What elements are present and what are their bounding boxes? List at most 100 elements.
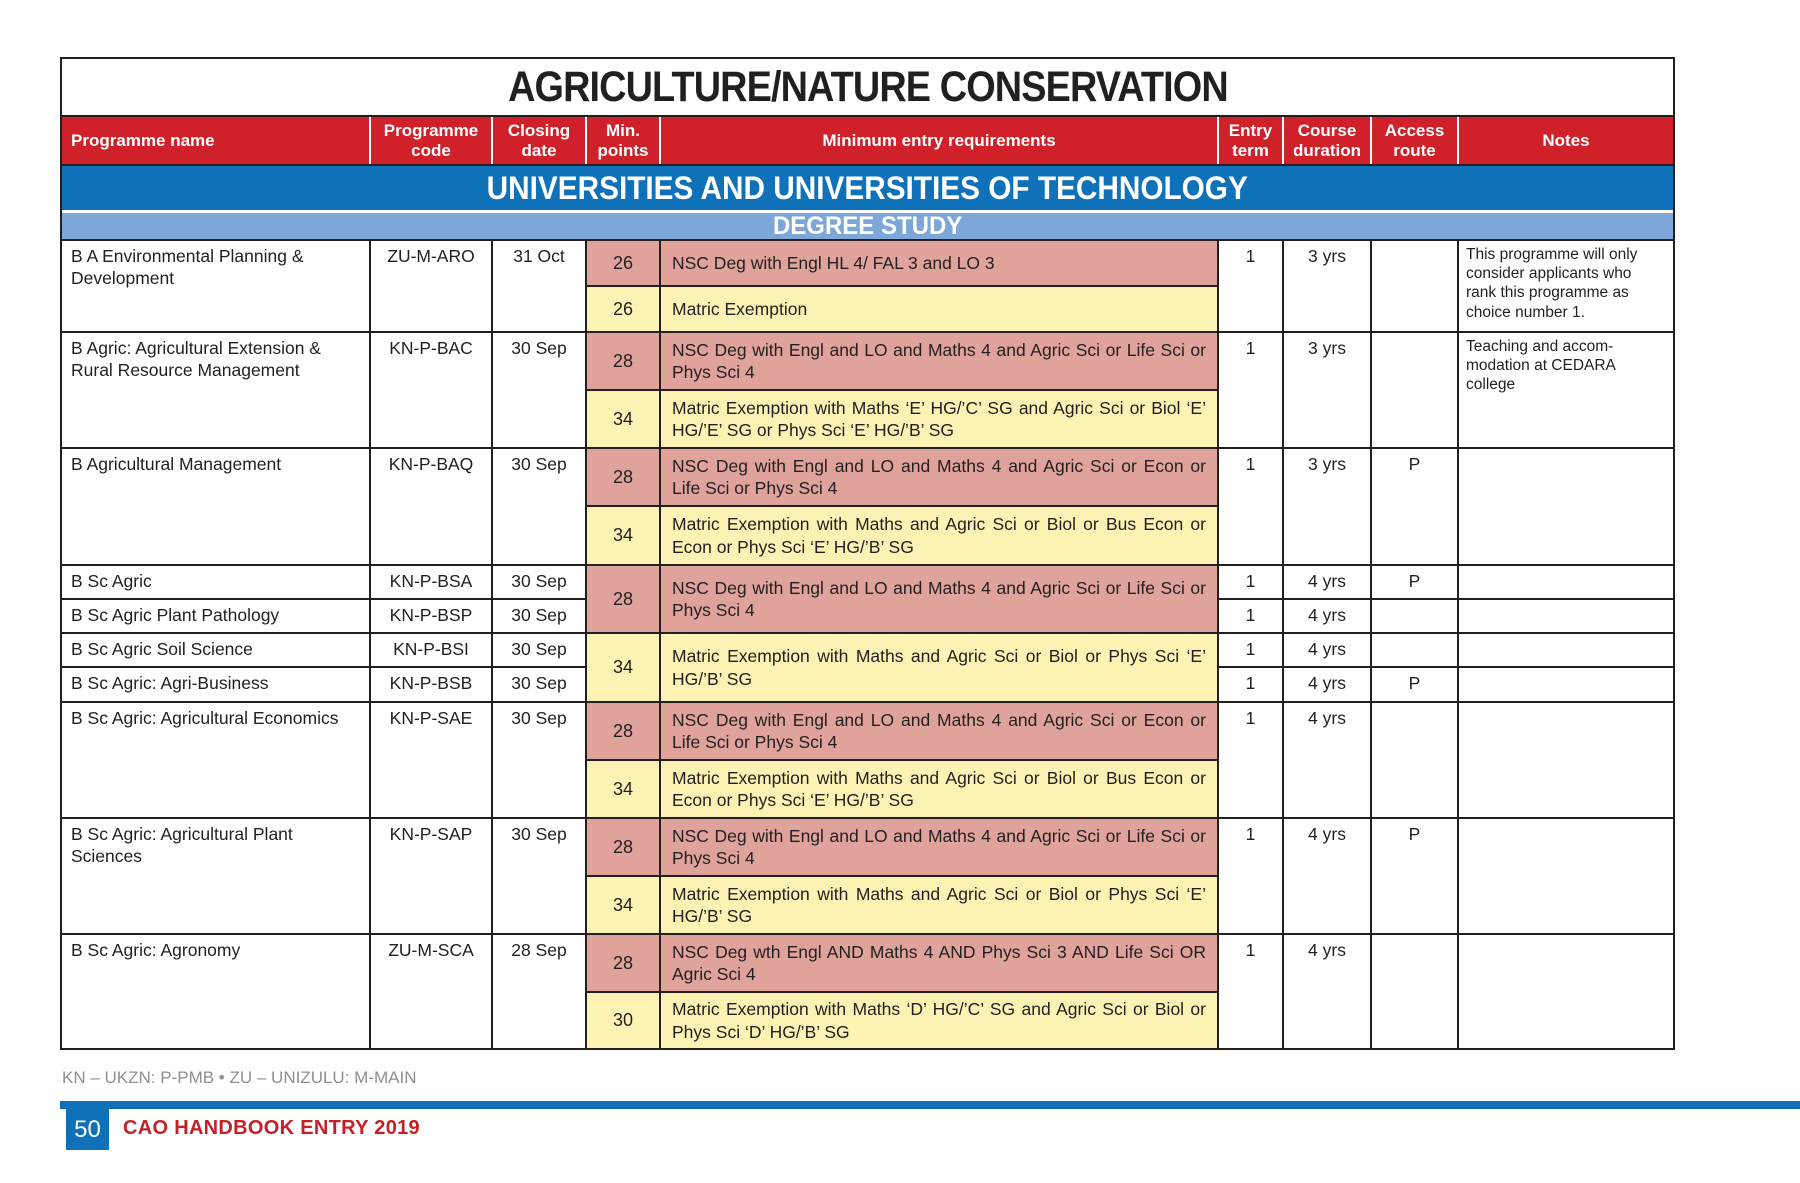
column-header-requirements: Minimum entry requirements [661, 117, 1217, 164]
course-duration-cell: 4 yrs [1284, 634, 1370, 666]
access-route-cell: P [1372, 668, 1457, 701]
requirement-cell: Matric Exemption with Maths and Agric Sc… [661, 507, 1217, 564]
requirement-cell: NSC Deg with Engl HL 4/ FAL 3 and LO 3 [661, 241, 1217, 285]
subsection-banner: DEGREE STUDY [62, 211, 1673, 241]
closing-date-cell: 30 Sep [493, 566, 585, 598]
requirement-text: Matric Exemption with Maths ‘D’ HG/’C’ S… [672, 999, 1206, 1042]
column-header-access-route: Access route [1372, 117, 1457, 164]
notes-cell [1459, 668, 1673, 701]
section-banner: UNIVERSITIES AND UNIVERSITIES OF TECHNOL… [62, 166, 1673, 210]
subsection-banner-label: DEGREE STUDY [772, 211, 963, 240]
programme-code-cell: ZU-M-SCA [371, 935, 491, 1048]
min-points-cell: 28 [587, 703, 659, 759]
programme-code-cell: KN-P-BAC [371, 333, 491, 447]
notes-cell [1459, 566, 1673, 598]
access-route-cell: P [1372, 449, 1457, 564]
column-header-entry-term: Entry term [1219, 117, 1282, 164]
requirement-text: Matric Exemption [672, 298, 808, 319]
min-points-cell: 26 [587, 241, 659, 285]
requirement-cell: NSC Deg with Engl and LO and Maths 4 and… [661, 566, 1217, 632]
entry-term-cell: 1 [1219, 668, 1282, 701]
access-route-cell [1372, 333, 1457, 447]
column-header-programme-name: Programme name [62, 117, 369, 164]
column-header-row: Programme name Programme code Closing da… [62, 117, 1673, 166]
requirement-cell: NSC Deg with Engl and LO and Maths 4 and… [661, 703, 1217, 759]
notes-cell [1459, 634, 1673, 666]
requirement-cell: Matric Exemption with Maths ‘D’ HG/’C’ S… [661, 993, 1217, 1048]
course-duration-cell: 4 yrs [1284, 566, 1370, 598]
min-points-cell: 28 [587, 566, 659, 632]
programme-name-cell: B Sc Agric: Agricultural Plant Sciences [62, 819, 369, 933]
min-points-cell: 30 [587, 993, 659, 1048]
programme-grid: B A Environmental Planning & Development… [62, 241, 1673, 1048]
notes-cell: This programme will only consider applic… [1459, 241, 1673, 331]
requirement-cell: Matric Exemption with Maths and Agric Sc… [661, 761, 1217, 817]
min-points-cell: 28 [587, 449, 659, 505]
requirement-text: NSC Deg with Engl HL 4/ FAL 3 and LO 3 [672, 252, 995, 273]
notes-cell [1459, 819, 1673, 933]
programme-name-cell: B Sc Agric [62, 566, 369, 598]
min-points-cell: 26 [587, 287, 659, 331]
column-header-programme-code: Programme code [371, 117, 491, 164]
programme-name-cell: B Sc Agric: Agricultural Economics [62, 703, 369, 817]
requirement-cell: NSC Deg with Engl and LO and Maths 4 and… [661, 819, 1217, 875]
footer-rule [60, 1101, 1800, 1109]
banner-divider [62, 210, 1673, 213]
access-route-cell: P [1372, 566, 1457, 598]
closing-date-cell: 30 Sep [493, 449, 585, 564]
notes-cell [1459, 449, 1673, 564]
entry-term-cell: 1 [1219, 566, 1282, 598]
programme-name-cell: B Sc Agric Soil Science [62, 634, 369, 666]
min-points-cell: 34 [587, 877, 659, 933]
programme-code-cell: KN-P-BSB [371, 668, 491, 701]
entry-term-cell: 1 [1219, 333, 1282, 447]
min-points-cell: 28 [587, 333, 659, 389]
programme-table: AGRICULTURE/NATURE CONSERVATION Programm… [60, 57, 1675, 1050]
closing-date-cell: 30 Sep [493, 703, 585, 817]
closing-date-cell: 28 Sep [493, 935, 585, 1048]
requirement-text: NSC Deg with Engl and LO and Maths 4 and… [672, 455, 1206, 498]
entry-term-cell: 1 [1219, 600, 1282, 632]
course-duration-cell: 3 yrs [1284, 449, 1370, 564]
campus-key-footnote: KN – UKZN: P-PMB • ZU – UNIZULU: M-MAIN [62, 1068, 417, 1087]
min-points-cell: 28 [587, 935, 659, 991]
programme-name-cell: B Agricultural Management [62, 449, 369, 564]
programme-name-cell: B Agric: Agricultural Extension & Rural … [62, 333, 369, 447]
requirement-cell: NSC Deg with Engl and LO and Maths 4 and… [661, 333, 1217, 389]
closing-date-cell: 30 Sep [493, 333, 585, 447]
access-route-cell [1372, 634, 1457, 666]
programme-name-cell: B A Environmental Planning & Development [62, 241, 369, 331]
access-route-cell [1372, 600, 1457, 632]
requirement-text: Matric Exemption with Maths and Agric Sc… [672, 646, 1206, 689]
entry-term-cell: 1 [1219, 449, 1282, 564]
column-header-min-points: Min. points [587, 117, 659, 164]
table-title-bar: AGRICULTURE/NATURE CONSERVATION [62, 59, 1673, 117]
requirement-cell: Matric Exemption with Maths and Agric Sc… [661, 877, 1217, 933]
programme-code-cell: ZU-M-ARO [371, 241, 491, 331]
requirement-cell: Matric Exemption with Maths and Agric Sc… [661, 634, 1217, 701]
access-route-cell: P [1372, 819, 1457, 933]
handbook-footer-label: CAO HANDBOOK ENTRY 2019 [123, 1117, 420, 1139]
requirement-text: Matric Exemption with Maths and Agric Sc… [672, 514, 1206, 557]
requirement-cell: Matric Exemption with Maths ‘E’ HG/’C’ S… [661, 391, 1217, 447]
column-header-notes: Notes [1459, 117, 1673, 164]
min-points-cell: 34 [587, 507, 659, 564]
closing-date-cell: 30 Sep [493, 600, 585, 632]
programme-code-cell: KN-P-SAE [371, 703, 491, 817]
requirement-text: NSC Deg wth Engl AND Maths 4 AND Phys Sc… [672, 941, 1206, 984]
course-duration-cell: 3 yrs [1284, 241, 1370, 331]
section-banner-label: UNIVERSITIES AND UNIVERSITIES OF TECHNOL… [486, 169, 1249, 206]
page-title: AGRICULTURE/NATURE CONSERVATION [507, 62, 1229, 111]
requirement-cell: NSC Deg with Engl and LO and Maths 4 and… [661, 449, 1217, 505]
programme-code-cell: KN-P-SAP [371, 819, 491, 933]
min-points-cell: 34 [587, 391, 659, 447]
requirement-text: NSC Deg with Engl and LO and Maths 4 and… [672, 339, 1206, 382]
course-duration-cell: 4 yrs [1284, 819, 1370, 933]
notes-cell [1459, 600, 1673, 632]
access-route-cell [1372, 703, 1457, 817]
entry-term-cell: 1 [1219, 819, 1282, 933]
min-points-cell: 34 [587, 761, 659, 817]
column-header-closing-date: Closing date [493, 117, 585, 164]
programme-code-cell: KN-P-BAQ [371, 449, 491, 564]
